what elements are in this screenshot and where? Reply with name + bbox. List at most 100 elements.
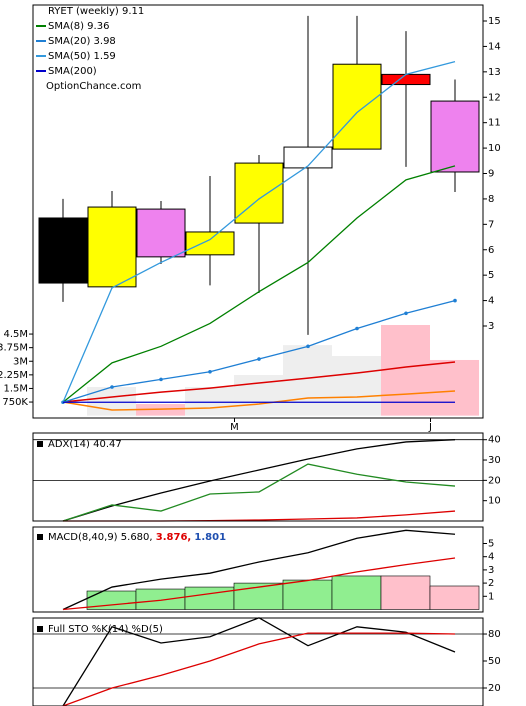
legend-label: SMA(50) 1.59 <box>48 51 116 62</box>
candle-body <box>430 100 480 173</box>
legend-label: MACD(8,40,9) 5.680, 3.876, 1.801 <box>48 532 226 543</box>
line <box>62 557 456 611</box>
legend-title: RYET (weekly) 9.11 <box>48 6 144 17</box>
y-tick-label: 10 <box>488 143 501 154</box>
legend-swatch <box>37 626 43 632</box>
candle-body <box>185 231 235 256</box>
legend-name: MACD(8,40,9) <box>48 532 118 543</box>
y-tick-label: 4.5M <box>3 329 28 340</box>
line-marker <box>110 385 114 389</box>
line <box>62 61 456 403</box>
y-tick-label: 14 <box>488 41 501 52</box>
line <box>62 463 456 522</box>
y-tick-label: 9 <box>488 169 494 180</box>
y-tick-label: 3M <box>13 356 28 367</box>
x-tick-label: J <box>428 422 432 433</box>
y-tick-label: 4 <box>488 296 494 307</box>
line <box>63 510 456 522</box>
volume-bar <box>185 386 234 416</box>
line <box>62 529 456 611</box>
y-tick-label: 4 <box>488 552 494 563</box>
legend-name: ADX(14) <box>48 439 90 450</box>
legend-name: Full STO %K(14) %D(5) <box>48 624 163 635</box>
y-tick-label: 15 <box>488 16 501 27</box>
line <box>62 439 456 522</box>
legend-label: SMA(200) <box>48 66 97 77</box>
histogram-bar <box>429 585 480 610</box>
y-tick-label: 5 <box>488 270 494 281</box>
y-tick-label: 10 <box>488 496 501 507</box>
line-marker <box>208 369 212 374</box>
candle-body <box>136 208 186 258</box>
legend-name: SMA(200) <box>48 66 97 77</box>
candle-body <box>283 146 333 169</box>
candle-body <box>381 73 431 86</box>
legend-name: SMA(20) <box>48 36 90 47</box>
legend-value: 3.98 <box>94 36 116 47</box>
line <box>62 632 456 706</box>
candle-body <box>234 162 284 224</box>
panel-frame <box>32 617 484 706</box>
legend-label: ADX(14) 40.47 <box>48 439 122 450</box>
legend-swatch <box>37 534 43 540</box>
volume-bar <box>381 324 430 416</box>
y-tick-label: 2.25M <box>0 370 28 381</box>
legend-value: 3.876, <box>156 532 191 543</box>
y-tick-label: 50 <box>488 656 501 667</box>
y-tick-label: 30 <box>488 455 501 466</box>
line <box>62 165 456 403</box>
legend-name: SMA(50) <box>48 51 90 62</box>
legend-swatch <box>37 441 43 447</box>
histogram-bar <box>282 579 333 610</box>
y-tick-label: 6 <box>488 245 494 256</box>
y-tick-label: 12 <box>488 92 501 103</box>
legend-value: 9.36 <box>87 21 109 32</box>
legend-value: 5.680, <box>121 532 153 543</box>
legend-value: 40.47 <box>93 439 122 450</box>
y-tick-label: 13 <box>488 67 501 78</box>
y-tick-label: 1 <box>488 591 494 602</box>
histogram-bar <box>135 588 186 610</box>
y-tick-label: 8 <box>488 194 494 205</box>
y-tick-label: 1.5M <box>3 383 28 394</box>
candle-body <box>332 63 382 150</box>
line-marker <box>453 298 457 303</box>
y-tick-label: 20 <box>488 475 501 486</box>
line <box>62 361 456 403</box>
volume-bar <box>332 355 381 416</box>
line <box>62 390 456 411</box>
panel-frame <box>32 4 484 419</box>
legend-value: 1.59 <box>94 51 116 62</box>
legend-value: 1.801 <box>194 532 226 543</box>
legend-name: SMA(8) <box>48 21 84 32</box>
legend-label: SMA(20) 3.98 <box>48 36 116 47</box>
line-marker <box>159 377 163 382</box>
y-tick-label: 2 <box>488 578 494 589</box>
line-marker <box>355 326 359 331</box>
watermark: OptionChance.com <box>46 81 141 92</box>
y-tick-label: 40 <box>488 435 501 446</box>
histogram-bar <box>380 575 431 610</box>
y-tick-label: 3.75M <box>0 343 28 354</box>
y-tick-label: 3 <box>488 321 494 332</box>
y-tick-label: 3 <box>488 565 494 576</box>
line-marker <box>257 357 261 361</box>
candle-body <box>87 206 137 288</box>
y-tick-label: 7 <box>488 219 494 230</box>
volume-bar <box>430 359 479 416</box>
y-tick-label: 750K <box>2 397 28 408</box>
legend-label: SMA(8) 9.36 <box>48 21 109 32</box>
line-marker <box>306 344 310 349</box>
histogram-bar <box>184 586 235 610</box>
candle-body <box>38 217 88 284</box>
line-marker <box>404 311 408 316</box>
histogram-bar <box>331 575 382 610</box>
x-tick-label: M <box>230 422 239 433</box>
y-tick-label: 5 <box>488 538 494 549</box>
y-tick-label: 11 <box>488 118 501 129</box>
panel-frame <box>32 526 484 613</box>
legend-label: Full STO %K(14) %D(5) <box>48 624 163 635</box>
y-tick-label: 20 <box>488 683 501 694</box>
volume-bar <box>87 386 136 416</box>
